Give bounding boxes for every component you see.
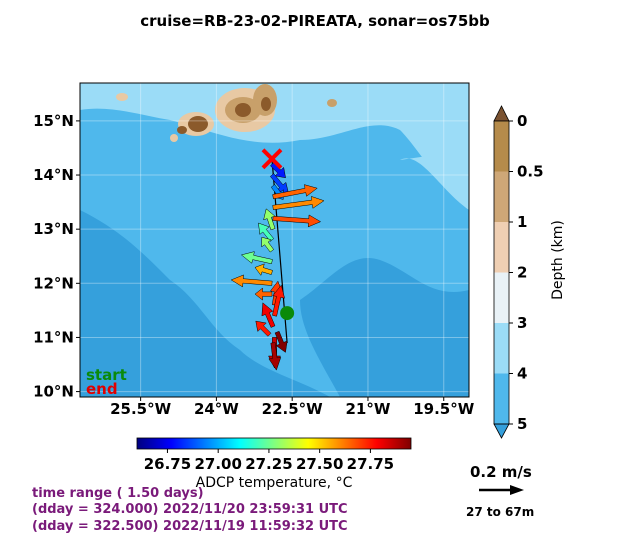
depth-colorbar-label-wrap: Depth (km) [538, 160, 578, 360]
chart-title: cruise=RB-23-02-PIREATA, sonar=os75bb [140, 12, 490, 30]
depth-colorbar: 0 0.5 1 2 3 4 5 [493, 105, 544, 439]
scale-depth-range: 27 to 67m [466, 505, 535, 519]
depth-tick-label: 1 [517, 213, 527, 231]
current-vector [272, 184, 318, 200]
current-vector [230, 274, 273, 288]
current-vector [272, 196, 325, 210]
depth-colorbar-extend-top [493, 105, 510, 122]
bathymetry [80, 83, 469, 397]
depth-tick-label: 0.5 [517, 163, 544, 181]
depth-colorbar-label: Depth (km) [550, 220, 566, 300]
current-vector [263, 208, 276, 231]
y-tick-label: 10°N [33, 383, 74, 401]
depth-colorbar-segment [494, 222, 509, 273]
current-vector [272, 284, 285, 317]
depth-colorbar-segment [494, 121, 509, 172]
depth-tick-label: 3 [517, 314, 527, 332]
time-range-line1: time range ( 1.50 days) [32, 486, 204, 501]
depth-colorbar-segment [494, 323, 509, 374]
current-vector [268, 342, 282, 371]
temp-tick-label: 27.75 [347, 455, 394, 473]
current-vector [261, 302, 276, 328]
depth-tick-label: 4 [517, 365, 527, 383]
x-tick-label: 19.5°W [413, 400, 475, 418]
marker-layer [261, 148, 295, 321]
current-vector [274, 330, 288, 353]
y-tick-label: 13°N [33, 220, 74, 238]
legend-end: end [86, 380, 118, 398]
depth-colorbar-segment [494, 373, 509, 424]
y-tick-label: 11°N [33, 328, 74, 346]
depth-tick-label: 5 [517, 415, 527, 433]
start-marker [280, 306, 295, 321]
temperature-colorbar-label: ADCP temperature, °C [195, 475, 353, 491]
vector-layer [230, 162, 325, 371]
current-vector [240, 251, 273, 265]
depth-colorbar-extend-bottom [493, 423, 510, 439]
y-tick-label: 14°N [33, 166, 74, 184]
temperature-colorbar-ticks: 26.75 27.00 27.25 27.50 27.75 [144, 449, 394, 473]
depth-colorbar-segment [494, 272, 509, 323]
temp-tick-label: 27.50 [296, 455, 343, 473]
current-vector [254, 287, 273, 301]
x-tick-label: 21°W [346, 400, 391, 418]
temp-tick-label: 26.75 [144, 455, 191, 473]
x-tick-label: 22.5°W [262, 400, 324, 418]
legend-start: start [86, 366, 127, 384]
end-marker [261, 148, 283, 170]
current-vector [254, 263, 273, 276]
current-vector [261, 236, 275, 253]
y-axis: 15°N 14°N 13°N 12°N 11°N 10°N [33, 112, 80, 401]
current-vector [269, 173, 290, 196]
y-tick-label: 12°N [33, 274, 74, 292]
time-range-line3: (dday = 322.500) 2022/11/19 11:59:32 UTC [32, 519, 348, 534]
time-range-line2: (dday = 324.000) 2022/11/20 23:59:31 UTC [32, 502, 348, 517]
temp-tick-label: 27.25 [245, 455, 292, 473]
depth-tick-label: 0 [517, 112, 527, 130]
y-tick-label: 15°N [33, 112, 74, 130]
x-tick-label: 25.5°W [110, 400, 172, 418]
depth-tick-label: 2 [517, 264, 527, 282]
current-vector [272, 214, 322, 228]
current-vector [255, 320, 272, 337]
x-tick-label: 24°W [194, 400, 239, 418]
scale-arrow [479, 485, 524, 495]
temp-tick-label: 27.00 [194, 455, 241, 473]
plot-frame [79, 82, 470, 398]
depth-colorbar-segment [494, 171, 509, 222]
scale-arrow-label: 0.2 m/s [470, 463, 532, 481]
temperature-colorbar [136, 437, 412, 450]
x-axis: 25.5°W 24°W 22.5°W 21°W 19.5°W [110, 397, 475, 418]
